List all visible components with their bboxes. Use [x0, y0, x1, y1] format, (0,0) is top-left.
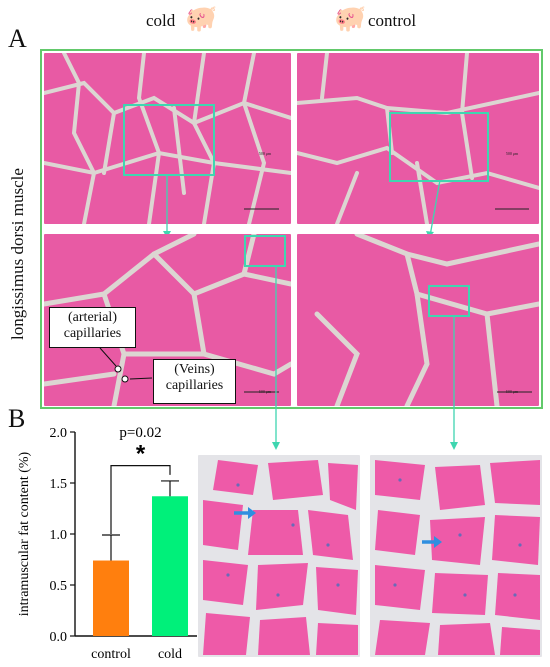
y-tick-label: 2.0: [50, 426, 68, 441]
y-axis-label: intramuscular fat content (%): [17, 451, 32, 616]
tissue-image-control-overview: [297, 53, 539, 224]
x-tick-label-control: control: [91, 647, 131, 662]
column-label-cold: cold: [146, 11, 176, 30]
significance-bracket: [110, 465, 171, 534]
y-tick-label: 0.5: [50, 579, 68, 594]
scale-bar-label: 500 μm: [258, 389, 272, 394]
tissue-image-cold-detail: [198, 455, 360, 657]
tissue-image-control-zoom: [297, 234, 539, 406]
p-value-label: p=0.02: [119, 425, 161, 441]
y-tick-label: 1.5: [50, 477, 68, 492]
scale-bar-label: 500 μm: [505, 151, 519, 156]
bar-cold: [152, 496, 188, 636]
panel-a-frame: [40, 49, 543, 409]
callout-arterial-capillaries: (arterial) capillaries: [49, 307, 136, 348]
bar-chart: 0.0 0.5 1.0 1.5 2.0 intramuscular fat content…: [17, 425, 197, 662]
y-tick-label: 1.0: [50, 528, 68, 543]
pig-icon: 🐖: [185, 4, 218, 33]
tissue-image-control-detail: [370, 455, 542, 657]
pig-icon: 🐖: [334, 4, 367, 33]
scale-bar-label: 500 μm: [505, 389, 519, 394]
bar-control: [93, 560, 129, 636]
scale-bar-label: 500 μm: [258, 151, 272, 156]
callout-veins-capillaries: (Veins) capillaries: [153, 359, 236, 404]
tissue-image-cold-overview: [44, 53, 291, 224]
panel-a-letter: A: [8, 24, 27, 53]
x-tick-label-cold: cold: [158, 647, 182, 662]
significance-star: *: [136, 441, 146, 468]
column-label-control: control: [368, 11, 417, 30]
y-tick-label: 0.0: [50, 630, 68, 645]
panel-b-letter: B: [8, 404, 26, 433]
